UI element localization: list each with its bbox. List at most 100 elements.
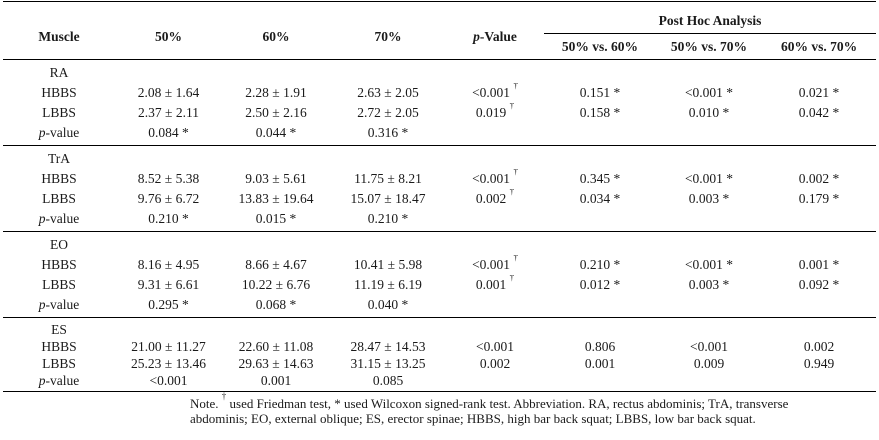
column-header-70pct: 70% [374, 28, 402, 44]
value-cell: 0.210 * [367, 211, 409, 226]
post-hoc-cell: 0.158 * [579, 105, 621, 120]
value-cell: 0.084 * [148, 125, 189, 140]
post-hoc-cell: <0.001 * [684, 257, 734, 272]
post-hoc-cell: 0.002 * [798, 171, 840, 186]
dagger-marker: † [509, 275, 515, 282]
post-hoc-cell: <0.001 * [684, 171, 734, 186]
post-hoc-cell: 0.806 [584, 339, 616, 354]
muscle-name-row: RA [3, 60, 876, 84]
value-cell: 10.22 ± 6.76 [241, 277, 311, 292]
row-label: p-value [38, 211, 80, 226]
muscle-name-row: ES [3, 318, 876, 339]
post-hoc-cell [762, 123, 876, 146]
table-footnote: Note. † used Friedman test, * used Wilco… [190, 390, 789, 426]
table-row: HBBS 8.52 ± 5.38 9.03 ± 5.61 11.75 ± 8.21 <0… [3, 169, 876, 189]
value-cell: 2.72 ± 2.05 [357, 105, 419, 120]
empty-cell [115, 318, 222, 339]
p-value-rest: -Value [479, 28, 517, 44]
value-cell: 15.07 ± 18.47 [350, 191, 426, 206]
value-cell: 0.085 [372, 373, 404, 388]
empty-cell [330, 232, 446, 256]
results-table-container: Muscle 50% 60% 70% p-Value Post Hoc Anal… [3, 1, 877, 392]
p-value-cell [446, 209, 544, 232]
empty-cell [656, 232, 762, 256]
table-row: p-value 0.295 * 0.068 * 0.040 * [3, 295, 876, 318]
empty-cell [330, 60, 446, 84]
p-value-cell [446, 372, 544, 392]
table-row: HBBS 8.16 ± 4.95 8.66 ± 4.67 10.41 ± 5.98 <0… [3, 255, 876, 275]
empty-cell [330, 146, 446, 170]
empty-cell [446, 318, 544, 339]
table-row: LBBS 2.37 ± 2.11 2.50 ± 2.16 2.72 ± 2.05 0.0… [3, 103, 876, 123]
muscle-section-eo: EO HBBS 8.16 ± 4.95 8.66 ± 4.67 10.41 ± 5.98… [3, 231, 877, 318]
empty-cell [544, 318, 656, 339]
post-hoc-cell [544, 295, 656, 318]
empty-cell [222, 146, 330, 170]
table-header: Muscle 50% 60% 70% p-Value Post Hoc Anal… [3, 1, 877, 60]
value-cell: 0.295 * [148, 297, 189, 312]
row-label: LBBS [42, 105, 76, 120]
table-row: HBBS 21.00 ± 11.27 22.60 ± 11.08 28.47 ± 14… [3, 338, 876, 355]
post-hoc-cell: 0.042 * [798, 105, 840, 120]
header-row-top: Muscle 50% 60% 70% p-Value Post Hoc Anal… [3, 1, 877, 44]
p-value-cell: 0.019 † [446, 103, 544, 123]
post-hoc-cell: 0.151 * [579, 85, 621, 100]
post-hoc-cell: 0.001 * [798, 257, 840, 272]
post-hoc-cell [656, 123, 762, 146]
empty-cell [762, 318, 876, 339]
value-cell: 0.210 * [148, 211, 189, 226]
value-cell: 9.03 ± 5.61 [245, 171, 307, 186]
dagger-marker: † [513, 255, 518, 262]
column-header-60pct: 60% [262, 28, 290, 44]
dagger-marker: † [513, 83, 518, 90]
empty-cell [446, 146, 544, 170]
empty-cell [656, 318, 762, 339]
muscle-name: RA [49, 65, 69, 80]
p-italic: p [38, 211, 46, 226]
value-cell: 31.15 ± 13.25 [350, 356, 426, 371]
post-hoc-cell [544, 209, 656, 232]
column-header-p-value: p-Value [446, 2, 544, 60]
row-label: HBBS [41, 171, 77, 186]
column-header-50pct: 50% [155, 28, 182, 44]
row-label: p-value [38, 125, 80, 140]
empty-cell [222, 318, 330, 339]
value-cell: 9.76 ± 6.72 [137, 191, 200, 206]
post-hoc-cell: 0.012 * [579, 277, 621, 292]
value-cell: 8.16 ± 4.95 [137, 257, 200, 272]
header-row-posthoc-cols: 50% vs. 60% 50% vs. 70% 60% vs. 70% [3, 34, 876, 60]
value-cell: 11.19 ± 6.19 [354, 277, 422, 292]
post-hoc-cell: 0.021 * [798, 85, 840, 100]
dagger-marker: † [509, 103, 515, 110]
empty-cell [656, 146, 762, 170]
post-hoc-cell: <0.001 [690, 339, 728, 354]
row-label: p-value [38, 297, 80, 312]
p-value-cell: <0.001 † [446, 169, 544, 189]
post-hoc-cell: 0.010 * [688, 105, 730, 120]
post-hoc-cell: 0.210 * [579, 257, 621, 272]
dagger-marker: † [509, 189, 515, 196]
table-row: LBBS 25.23 ± 13.46 29.63 ± 14.63 31.15 ± 13… [3, 355, 876, 372]
muscle-section-es: ES HBBS 21.00 ± 11.27 22.60 ± 11.08 28.47 ± … [3, 317, 877, 392]
value-cell: 2.37 ± 2.11 [138, 105, 199, 120]
post-hoc-cell [656, 209, 762, 232]
value-cell: 10.41 ± 5.98 [353, 257, 423, 272]
post-hoc-analysis-header: Post Hoc Analysis [544, 1, 877, 34]
table-row: HBBS 2.08 ± 1.64 2.28 ± 1.91 2.63 ± 2.05 <0.… [3, 83, 876, 103]
post-hoc-cell [762, 295, 876, 318]
column-header-50vs70: 50% vs. 70% [670, 38, 748, 54]
p-italic: p [38, 297, 46, 312]
p-value-cell: 0.001 † [446, 275, 544, 295]
p-italic: p [38, 125, 46, 140]
dagger-marker: † [513, 169, 518, 176]
empty-cell [222, 60, 330, 84]
row-label: HBBS [41, 339, 77, 354]
post-hoc-cell: 0.179 * [798, 191, 840, 206]
empty-cell [762, 60, 876, 84]
empty-cell [115, 146, 222, 170]
post-hoc-cell [656, 295, 762, 318]
post-hoc-cell: 0.092 * [798, 277, 840, 292]
column-header-50vs60: 50% vs. 60% [561, 38, 639, 54]
p-value-cell: 0.002 † [446, 189, 544, 209]
post-hoc-cell [656, 372, 762, 392]
